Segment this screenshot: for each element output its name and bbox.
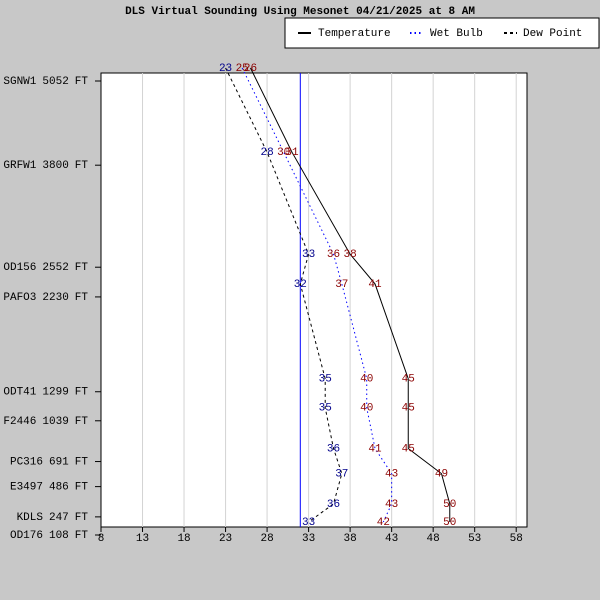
height-unit: FT xyxy=(75,416,89,428)
data-label: 40 xyxy=(360,374,373,386)
x-tick-label: 13 xyxy=(136,533,149,545)
y-tick-label: SGNW1 5052 FT xyxy=(3,76,88,88)
station-height: 1299 xyxy=(42,387,68,399)
data-label: 36 xyxy=(327,499,340,511)
station-name: OD176 xyxy=(10,530,43,542)
data-label: 43 xyxy=(385,499,398,511)
x-tick-label: 58 xyxy=(510,533,523,545)
y-tick-label: PAFO3 2230 FT xyxy=(3,292,88,304)
x-tick-label: 48 xyxy=(427,533,440,545)
station-name: E3497 xyxy=(10,482,43,494)
chart-title: DLS Virtual Sounding Using Mesonet 04/21… xyxy=(125,6,475,18)
height-unit: FT xyxy=(75,292,89,304)
data-label: 42 xyxy=(377,517,390,529)
y-tick-label: PC316 691 FT xyxy=(10,456,88,468)
data-label: 41 xyxy=(368,443,382,455)
y-tick-label: OD176 108 FT xyxy=(10,530,88,542)
height-unit: FT xyxy=(75,530,89,542)
data-label: 35 xyxy=(319,403,332,415)
data-label: 43 xyxy=(385,469,398,481)
data-label: 45 xyxy=(402,403,415,415)
height-unit: FT xyxy=(75,160,89,172)
station-name: F2446 xyxy=(3,416,36,428)
height-unit: FT xyxy=(75,387,89,399)
x-tick-label: 23 xyxy=(219,533,232,545)
plot-area xyxy=(100,72,528,528)
x-tick-label: 28 xyxy=(260,533,273,545)
y-tick-label: KDLS 247 FT xyxy=(17,512,89,524)
station-name: KDLS xyxy=(17,512,44,524)
height-unit: FT xyxy=(75,262,89,274)
data-label: 45 xyxy=(402,443,415,455)
data-label: 37 xyxy=(335,469,348,481)
station-name: ODT41 xyxy=(3,387,36,399)
x-tick-label: 38 xyxy=(344,533,357,545)
height-unit: FT xyxy=(75,512,89,524)
data-label: 32 xyxy=(294,279,307,291)
station-name: GRFW1 xyxy=(3,160,36,172)
data-label: 49 xyxy=(435,469,448,481)
data-label: 50 xyxy=(443,499,456,511)
legend: Temperature Wet Bulb Dew Point xyxy=(284,17,600,49)
data-label: 33 xyxy=(302,517,315,529)
data-label: 38 xyxy=(344,249,357,261)
y-tick-label: GRFW1 3800 FT xyxy=(3,160,88,172)
data-label: 31 xyxy=(285,147,299,159)
station-name: SGNW1 xyxy=(3,76,36,88)
station-name: PAFO3 xyxy=(3,292,36,304)
height-unit: FT xyxy=(75,456,89,468)
station-height: 2552 xyxy=(42,262,68,274)
station-height: 108 xyxy=(49,530,69,542)
data-label: 23 xyxy=(219,63,232,75)
data-label: 41 xyxy=(368,279,382,291)
data-label: 37 xyxy=(335,279,348,291)
data-label: 35 xyxy=(319,374,332,386)
legend-box xyxy=(284,17,600,49)
x-tick-label: 18 xyxy=(177,533,190,545)
y-tick-label: E3497 486 FT xyxy=(10,482,88,494)
x-tick-label: 33 xyxy=(302,533,315,545)
station-height: 486 xyxy=(49,482,69,494)
data-label: 26 xyxy=(244,63,257,75)
x-tick-label: 43 xyxy=(385,533,398,545)
data-label: 36 xyxy=(327,249,340,261)
data-label: 33 xyxy=(302,249,315,261)
station-height: 691 xyxy=(49,456,69,468)
x-tick-label: 53 xyxy=(468,533,481,545)
data-label: 36 xyxy=(327,443,340,455)
y-tick-label: ODT41 1299 FT xyxy=(3,387,88,399)
station-height: 2230 xyxy=(42,292,68,304)
legend-label: Temperature xyxy=(318,28,391,40)
data-label: 45 xyxy=(402,374,415,386)
x-tick-label: 8 xyxy=(98,533,105,545)
data-label: 28 xyxy=(260,147,273,159)
data-label: 25 xyxy=(236,63,249,75)
series-line xyxy=(250,67,451,522)
legend-label: Wet Bulb xyxy=(430,28,483,40)
legend-label: Dew Point xyxy=(523,28,582,40)
data-label: 40 xyxy=(360,403,373,415)
data-label: 30 xyxy=(277,147,290,159)
height-unit: FT xyxy=(75,482,89,494)
y-tick-label: OD156 2552 FT xyxy=(3,262,88,274)
station-height: 247 xyxy=(49,512,69,524)
station-name: PC316 xyxy=(10,456,43,468)
series-line xyxy=(225,67,343,523)
station-height: 1039 xyxy=(42,416,68,428)
station-name: OD156 xyxy=(3,262,36,274)
station-height: 5052 xyxy=(42,76,68,88)
y-tick-label: F2446 1039 FT xyxy=(3,416,88,428)
height-unit: FT xyxy=(75,76,89,88)
station-height: 3800 xyxy=(42,160,68,172)
data-label: 50 xyxy=(443,517,456,529)
